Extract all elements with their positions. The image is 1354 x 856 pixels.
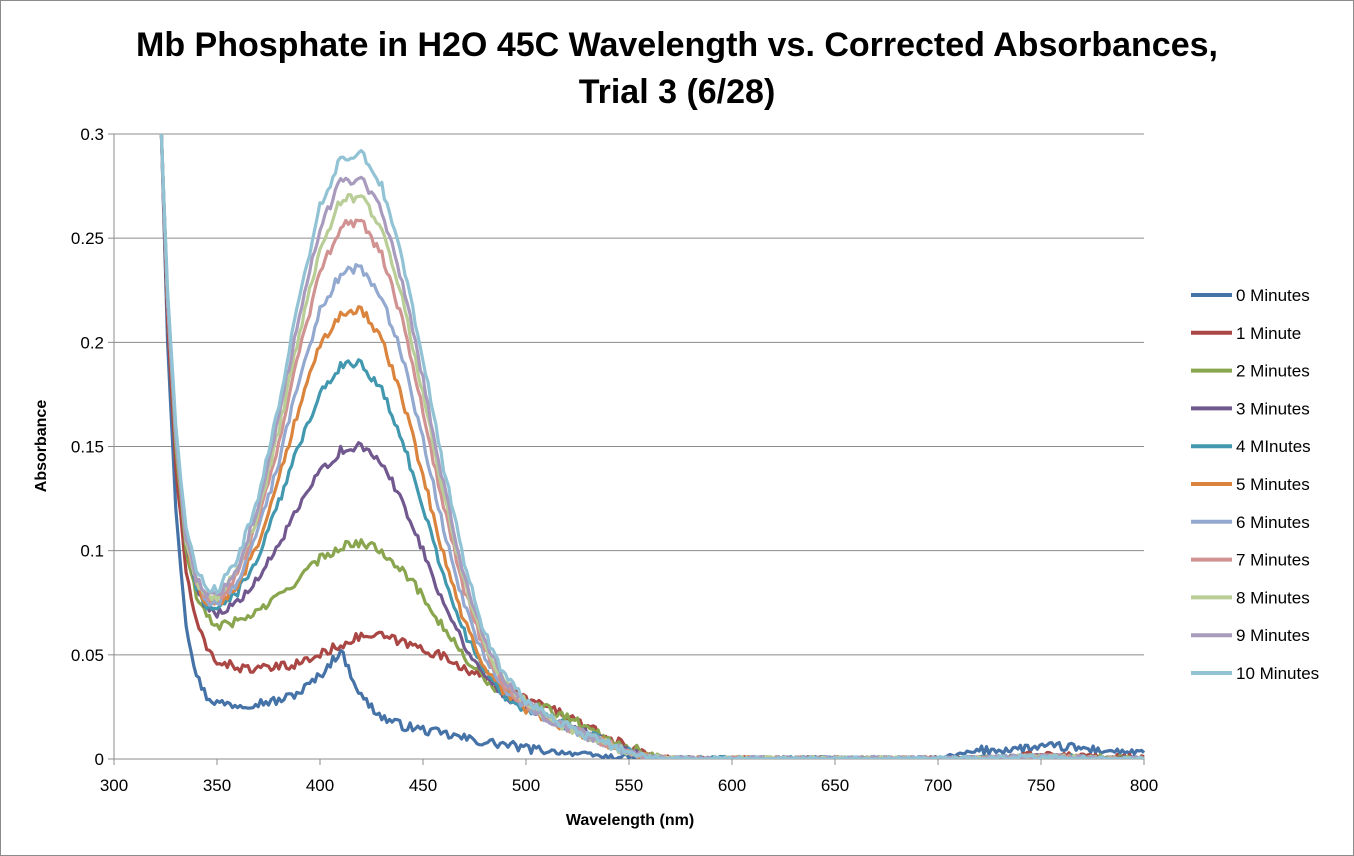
x-tick-label: 450 — [409, 776, 437, 795]
legend-entry: 8 Minutes — [1236, 588, 1310, 607]
x-tick-labels: 300 350 400 450 500 550 600 650 700 750 800 — [100, 759, 1158, 795]
x-tick-label: 300 — [100, 776, 128, 795]
y-tick-label: 0.3 — [80, 125, 104, 144]
y-tick-label: 0.1 — [80, 542, 104, 561]
legend-entry: 7 Minutes — [1236, 551, 1310, 570]
legend-entry: 1 Minute — [1236, 324, 1301, 343]
y-tick-label: 0.15 — [71, 438, 104, 457]
y-tick-label: 0 — [95, 750, 104, 769]
y-tick-labels: 0 0.05 0.1 0.15 0.2 0.25 0.3 — [71, 125, 114, 769]
x-tick-label: 550 — [615, 776, 643, 795]
x-tick-label: 500 — [512, 776, 540, 795]
x-tick-label: 750 — [1027, 776, 1055, 795]
legend-entry: 4 MInutes — [1236, 437, 1311, 456]
x-tick-label: 350 — [203, 776, 231, 795]
legend-entry: 3 Minutes — [1236, 399, 1310, 418]
chart-title-line-1: Mb Phosphate in H2O 45C Wavelength vs. C… — [136, 26, 1218, 64]
legend-entry: 2 Minutes — [1236, 362, 1310, 381]
legend-entry: 0 Minutes — [1236, 286, 1310, 305]
y-tick-label: 0.25 — [71, 229, 104, 248]
legend-entry: 9 Minutes — [1236, 626, 1310, 645]
x-tick-label: 700 — [924, 776, 952, 795]
gridlines — [114, 133, 1144, 656]
chart-title-line-2: Trial 3 (6/28) — [579, 73, 776, 111]
series-line-10 — [159, 133, 1145, 759]
legend-entry: 10 Minutes — [1236, 664, 1319, 683]
legend: 0 Minutes 1 Minute 2 Minutes 3 Minutes 4 MIn… — [1191, 286, 1319, 683]
y-axis-label: Absorbance — [33, 400, 50, 493]
series-lines — [159, 133, 1146, 759]
x-tick-label: 800 — [1130, 776, 1158, 795]
y-tick-label: 0.2 — [80, 333, 104, 352]
x-axis-label: Wavelength (nm) — [566, 812, 694, 829]
legend-entry: 5 Minutes — [1236, 475, 1310, 494]
x-tick-label: 600 — [718, 776, 746, 795]
y-tick-label: 0.05 — [71, 646, 104, 665]
x-tick-label: 650 — [821, 776, 849, 795]
x-tick-label: 400 — [306, 776, 334, 795]
legend-entry: 6 Minutes — [1236, 513, 1310, 532]
